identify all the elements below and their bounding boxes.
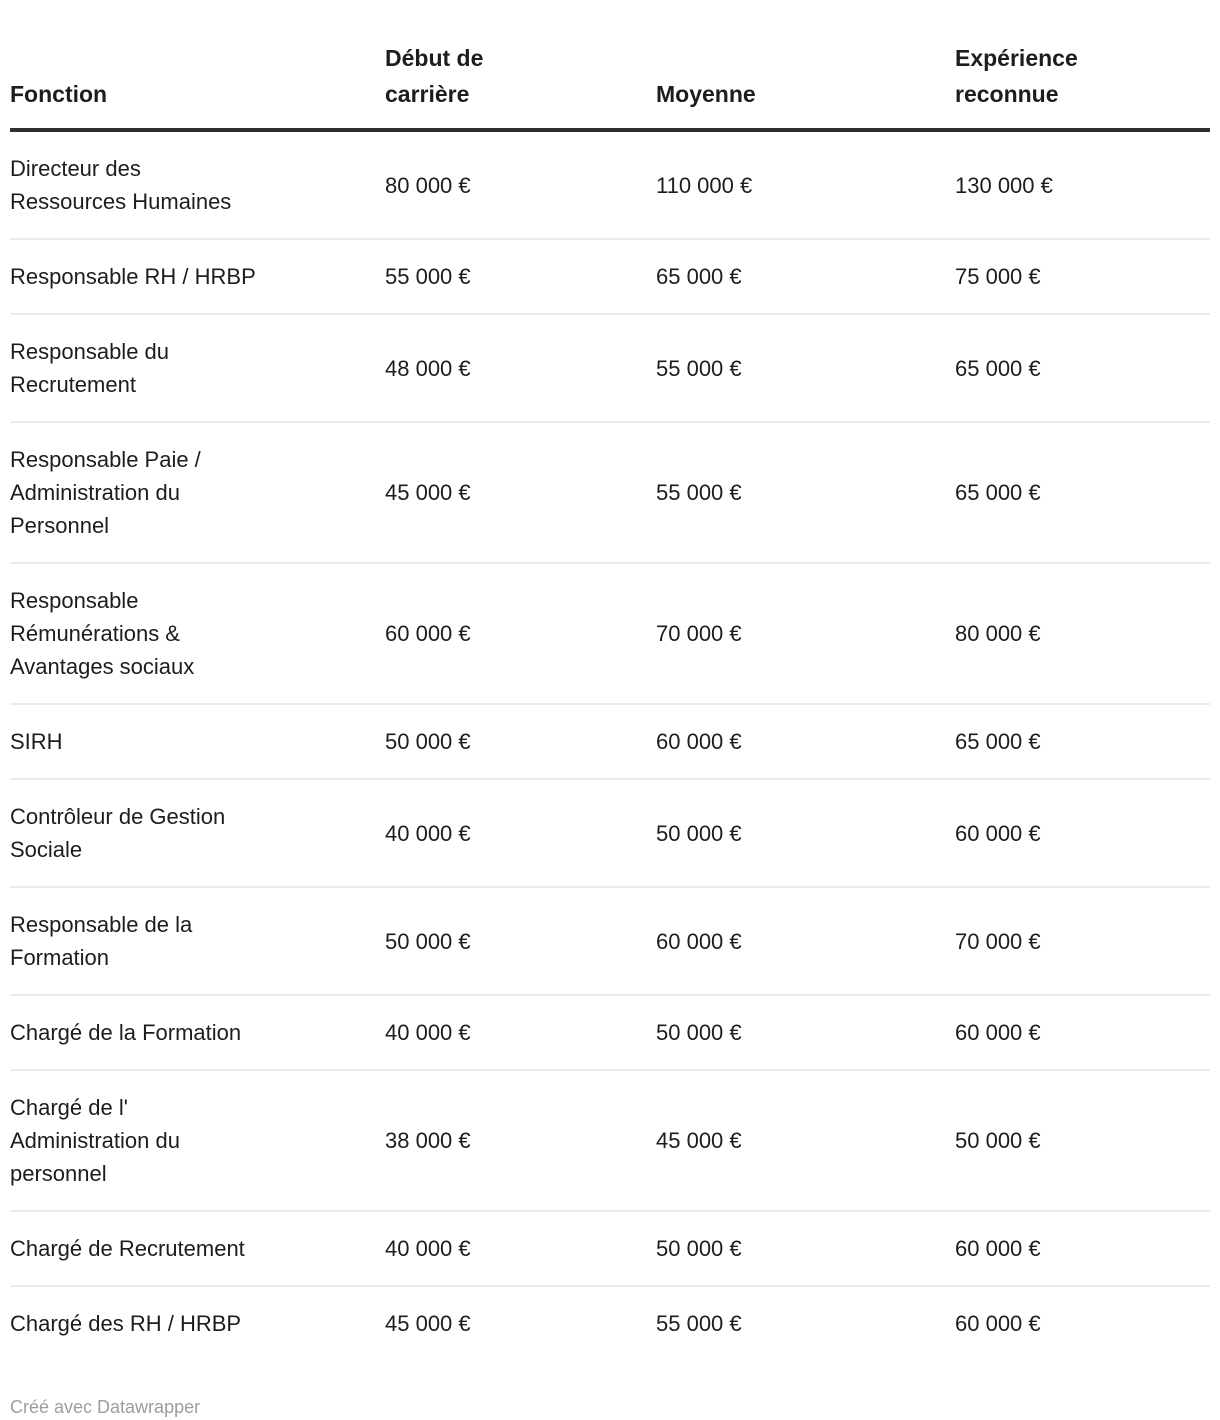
cell-debut: 50 000 €: [385, 886, 656, 995]
cell-fonction: SIRH: [10, 703, 385, 779]
cell-experience: 70 000 €: [955, 886, 1210, 995]
cell-fonction: Responsable RH / HRBP: [10, 238, 385, 314]
table-row: Responsable de la Formation 50 000 €60 00…: [10, 886, 1210, 995]
cell-debut: 48 000 €: [385, 313, 656, 422]
table-row: Chargé de la Formation 40 000 €50 000 €60…: [10, 994, 1210, 1070]
cell-moyenne: 55 000 €: [656, 421, 955, 563]
cell-fonction: Responsable Paie / Administration du Per…: [10, 421, 385, 563]
cell-debut: 50 000 €: [385, 703, 656, 779]
cell-debut: 40 000 €: [385, 994, 656, 1070]
cell-debut: 55 000 €: [385, 238, 656, 314]
datawrapper-credit-link[interactable]: Créé avec Datawrapper: [10, 1397, 201, 1417]
cell-fonction: Chargé des RH / HRBP: [10, 1285, 385, 1360]
table-row: Responsable Paie / Administration du Per…: [10, 421, 1210, 563]
table-row: Chargé de Recrutement 40 000 €50 000 €60 …: [10, 1210, 1210, 1286]
cell-experience: 65 000 €: [955, 703, 1210, 779]
cell-debut: 45 000 €: [385, 421, 656, 563]
table-body: Directeur des Ressources Humaines 80 000 …: [10, 130, 1210, 1360]
cell-moyenne: 50 000 €: [656, 1210, 955, 1286]
cell-moyenne: 60 000 €: [656, 703, 955, 779]
cell-moyenne: 70 000 €: [656, 562, 955, 704]
table-row: Chargé de l' Administration du personnel…: [10, 1069, 1210, 1211]
cell-fonction: Chargé de Recrutement: [10, 1210, 385, 1286]
cell-moyenne: 45 000 €: [656, 1069, 955, 1211]
table-row: Responsable du Recrutement 48 000 €55 000…: [10, 313, 1210, 422]
cell-experience: 60 000 €: [955, 1285, 1210, 1360]
cell-experience: 80 000 €: [955, 562, 1210, 704]
column-header-fonction: Fonction: [10, 0, 385, 132]
cell-debut: 38 000 €: [385, 1069, 656, 1211]
chart-footer: Créé avec Datawrapper: [10, 1396, 1210, 1418]
column-header-experience-reconnue: Expérience reconnue: [955, 0, 1210, 132]
cell-experience: 60 000 €: [955, 1210, 1210, 1286]
column-header-debut-carriere: Début de carrière: [385, 0, 656, 132]
cell-moyenne: 55 000 €: [656, 1285, 955, 1360]
cell-fonction: Chargé de l' Administration du personnel: [10, 1069, 385, 1211]
cell-fonction: Contrôleur de Gestion Sociale: [10, 778, 385, 887]
cell-moyenne: 55 000 €: [656, 313, 955, 422]
cell-moyenne: 50 000 €: [656, 778, 955, 887]
cell-fonction: Directeur des Ressources Humaines: [10, 156, 232, 214]
cell-moyenne: 60 000 €: [656, 886, 955, 995]
cell-experience: 65 000 €: [955, 421, 1210, 563]
column-header-moyenne: Moyenne: [656, 0, 955, 132]
cell-experience: 65 000 €: [955, 313, 1210, 422]
cell-debut: 40 000 €: [385, 1210, 656, 1286]
table-row: Contrôleur de Gestion Sociale 40 000 €50 …: [10, 778, 1210, 887]
cell-experience: 50 000 €: [955, 1069, 1210, 1211]
cell-debut: 60 000 €: [385, 562, 656, 704]
table-row: Responsable RH / HRBP 55 000 €65 000 €75 …: [10, 238, 1210, 314]
cell-experience: 75 000 €: [955, 238, 1210, 314]
cell-fonction: Responsable de la Formation: [10, 886, 385, 995]
cell-experience: 60 000 €: [955, 778, 1210, 887]
table-row: SIRH 50 000 €60 000 €65 000 €: [10, 703, 1210, 779]
cell-debut: 80 000 €: [385, 172, 471, 198]
cell-debut: 40 000 €: [385, 778, 656, 887]
cell-fonction: Chargé de la Formation: [10, 994, 385, 1070]
cell-fonction: Responsable Rémunérations & Avantages so…: [10, 562, 385, 704]
table-row: Chargé des RH / HRBP 45 000 €55 000 €60 0…: [10, 1285, 1210, 1360]
cell-moyenne: 65 000 €: [656, 238, 955, 314]
salary-table: Fonction Début de carrière Moyenne Expér…: [10, 0, 1210, 1360]
cell-experience: 130 000 €: [955, 172, 1053, 198]
cell-experience: 60 000 €: [955, 994, 1210, 1070]
table-row: Directeur des Ressources Humaines 80 000 …: [10, 130, 1210, 239]
table-row: Responsable Rémunérations & Avantages so…: [10, 562, 1210, 704]
cell-moyenne: 50 000 €: [656, 994, 955, 1070]
cell-moyenne: 110 000 €: [656, 172, 753, 198]
cell-debut: 45 000 €: [385, 1285, 656, 1360]
header-row: Fonction Début de carrière Moyenne Expér…: [10, 0, 1210, 132]
cell-fonction: Responsable du Recrutement: [10, 313, 385, 422]
